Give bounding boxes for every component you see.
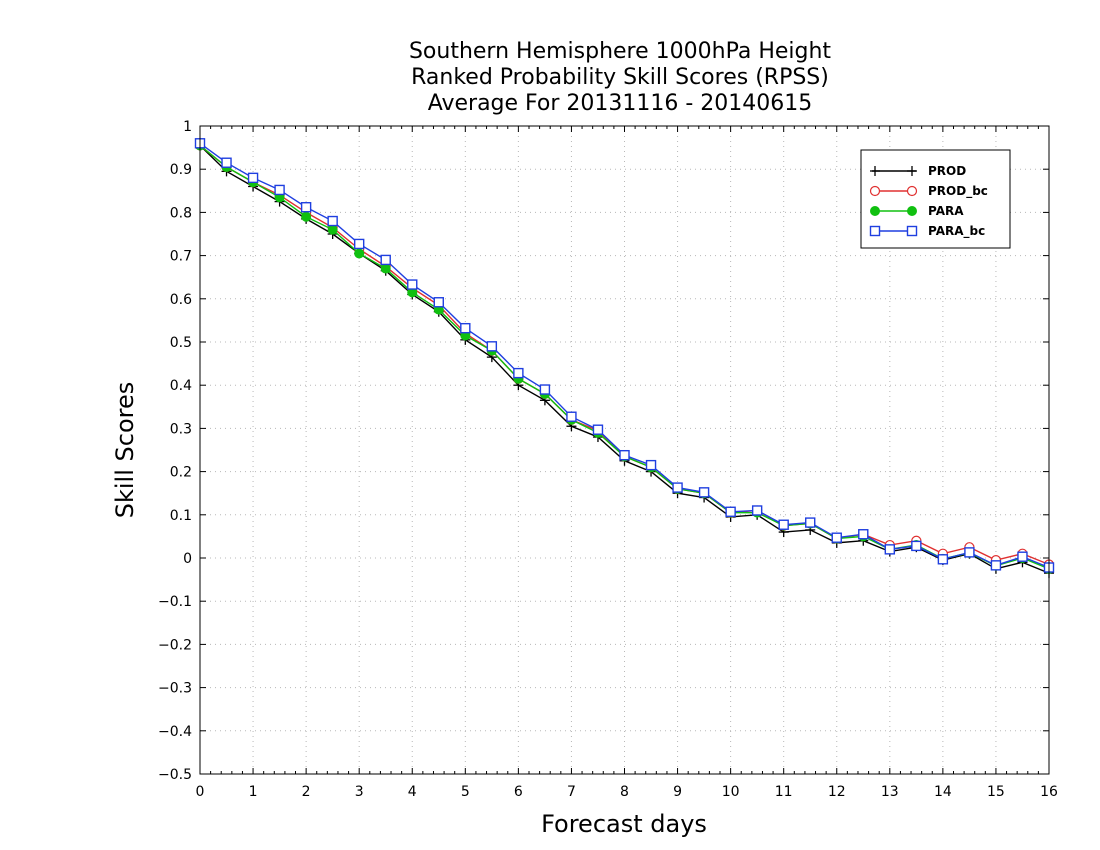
chart-title-line-3: Average For 20131116 - 20140615 [428, 91, 813, 116]
data-point-para-bc [619, 449, 630, 461]
x-tick-label: 7 [567, 784, 576, 800]
series-lines [194, 138, 1055, 579]
legend-marker-prod-bc [906, 185, 918, 197]
x-tick-label: 8 [620, 784, 629, 800]
data-point-para-bc [274, 184, 285, 196]
data-point-para [354, 248, 365, 259]
legend-marker-prod-bc [869, 185, 881, 197]
grid-lines [200, 126, 1049, 774]
legend-label-para-bc: PARA_bc [928, 224, 985, 239]
legend-marker-para [907, 206, 917, 216]
legend-marker-para-bc [906, 225, 918, 237]
data-point-para-bc [831, 532, 842, 543]
legend-item-prod: PROD [870, 164, 966, 178]
y-tick-label: 0.4 [170, 378, 192, 394]
data-point-para-bc [566, 411, 577, 422]
chart-title: Southern Hemisphere 1000hPa Height Ranke… [409, 39, 831, 116]
data-point-para-bc [751, 505, 763, 516]
legend-item-prod-bc: PROD_bc [869, 184, 988, 199]
data-point-para-bc [645, 459, 657, 471]
data-point-para-bc [805, 517, 816, 528]
legend-marker-para [870, 206, 880, 216]
legend-marker-para-bc [869, 225, 881, 237]
legend-label-prod-bc: PROD_bc [928, 184, 988, 199]
y-tick-label: −0.5 [158, 767, 192, 783]
x-tick-label: 10 [722, 784, 740, 800]
x-tick-label: 6 [514, 784, 523, 800]
y-tick-label: −0.1 [158, 594, 192, 610]
chart-title-line-1: Southern Hemisphere 1000hPa Height [409, 39, 831, 64]
data-point-para-bc [433, 297, 444, 308]
x-tick-label: 14 [934, 784, 952, 800]
legend-item-para-bc: PARA_bc [869, 224, 985, 239]
y-tick-label: 0.2 [170, 465, 192, 481]
data-point-para-bc [884, 544, 896, 555]
x-tick-label: 0 [196, 784, 205, 800]
legend: PROD PROD_bc PARA PARA_bc [860, 149, 1011, 249]
data-point-para-bc [327, 215, 338, 227]
data-point-para-bc [221, 157, 232, 168]
data-point-para-bc [990, 560, 1002, 571]
y-tick-label: 0.6 [170, 292, 192, 308]
data-point-para [301, 211, 312, 222]
data-point-para [380, 263, 391, 274]
x-tick-label: 5 [461, 784, 470, 800]
y-tick-label: −0.4 [158, 724, 192, 740]
data-point-para-bc [460, 322, 471, 334]
x-tick-label: 15 [987, 784, 1005, 800]
axis-ticks: 0 1 2 3 4 5 6 7 8 9 10 11 12 13 14 15 1610.90.80.70.60.5… [158, 119, 1058, 800]
data-point-para [327, 224, 338, 235]
data-point-para-bc [247, 172, 259, 184]
data-point-para-bc [539, 384, 551, 395]
x-tick-label: 11 [775, 784, 793, 800]
data-point-para-bc [513, 367, 524, 379]
data-point-para-bc [964, 547, 975, 558]
data-point-para-bc [778, 519, 789, 530]
data-point-para-bc [911, 540, 922, 552]
y-tick-label: 0.9 [170, 162, 192, 178]
legend-label-para: PARA [928, 204, 964, 218]
x-tick-label: 2 [302, 784, 311, 800]
y-tick-label: −0.2 [158, 637, 192, 653]
plot-frame [199, 125, 1050, 775]
y-tick-label: 1 [183, 119, 192, 135]
legend-item-para: PARA [870, 204, 964, 218]
x-tick-label: 12 [828, 784, 846, 800]
data-point-para-bc [486, 341, 498, 352]
legend-marker-prod [907, 166, 917, 176]
y-tick-label: 0.5 [170, 335, 192, 351]
y-tick-label: 0.7 [170, 249, 192, 265]
x-tick-label: 3 [355, 784, 364, 800]
y-tick-label: 0 [183, 551, 192, 567]
x-tick-label: 16 [1040, 784, 1058, 800]
x-axis-label: Forecast days [541, 810, 707, 838]
data-point-para-bc [380, 254, 391, 266]
x-tick-label: 4 [408, 784, 417, 800]
data-point-para-bc [858, 529, 869, 540]
y-tick-label: 0.3 [170, 421, 192, 437]
legend-marker-prod [870, 166, 880, 176]
data-point-para-bc [300, 202, 312, 213]
x-tick-label: 1 [249, 784, 258, 800]
y-axis-label: Skill Scores [111, 382, 139, 519]
x-tick-label: 13 [881, 784, 899, 800]
data-point-para-bc [672, 482, 683, 493]
data-point-para-bc [937, 554, 949, 565]
x-tick-label: 9 [673, 784, 682, 800]
chart-title-line-2: Ranked Probability Skill Scores (RPSS) [411, 65, 829, 90]
legend-label-prod: PROD [928, 164, 966, 178]
data-point-para-bc [725, 506, 736, 517]
data-point-para-bc [698, 487, 710, 498]
y-tick-label: 0.1 [170, 508, 192, 524]
data-point-para-bc [407, 279, 418, 290]
y-tick-label: −0.3 [158, 681, 192, 697]
data-point-para-bc [1017, 551, 1028, 562]
data-point-para-bc [592, 424, 604, 435]
data-point-para-bc [353, 238, 365, 250]
y-tick-label: 0.8 [170, 205, 192, 221]
